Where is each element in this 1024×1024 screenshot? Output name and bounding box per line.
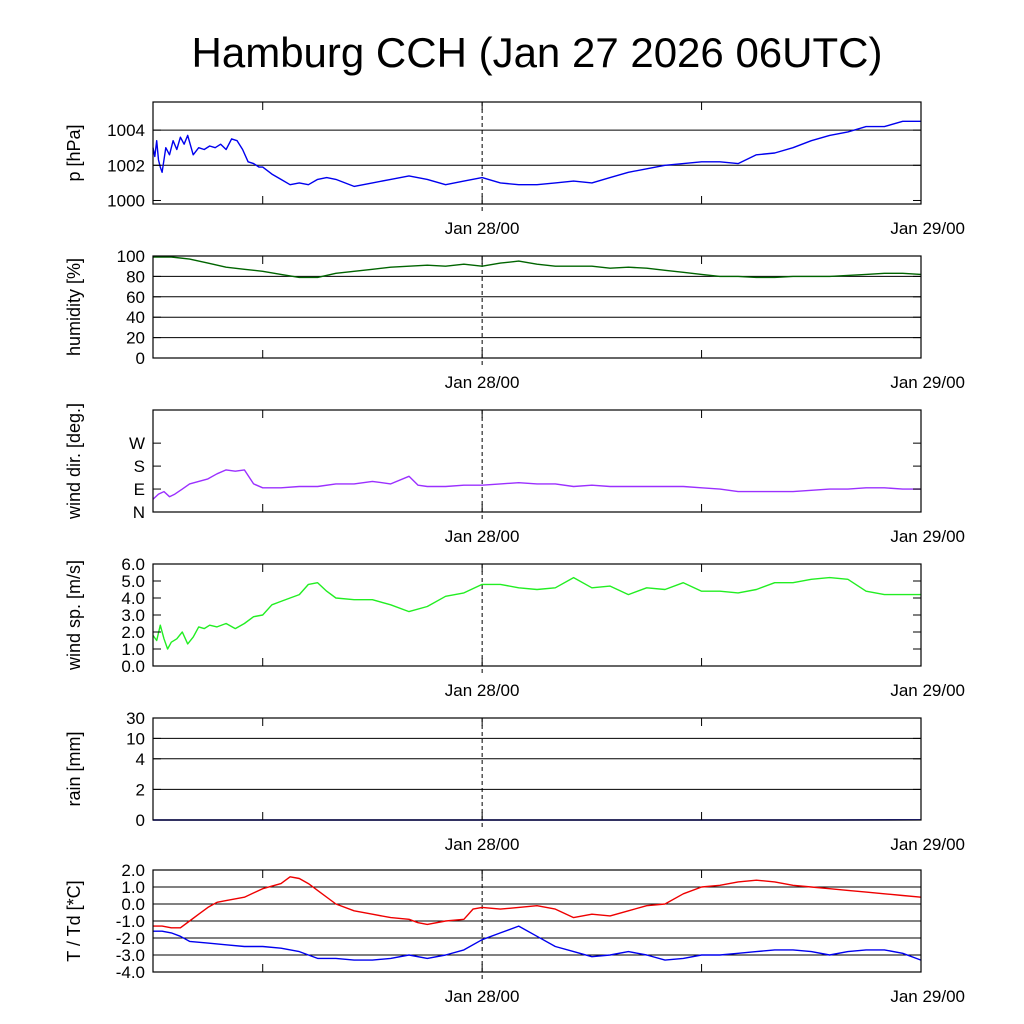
y-tick-label: 0	[136, 811, 145, 830]
x-tick-label: Jan 28/00	[445, 835, 520, 854]
y-tick-label: 1.0	[121, 640, 145, 659]
series-wind-speed	[152, 576, 921, 650]
y-axis-label: rain [mm]	[64, 731, 84, 806]
x-tick-label: Jan 29/00	[890, 835, 965, 854]
series-td	[153, 925, 922, 961]
series-pressure	[152, 120, 921, 188]
series-wind-direction	[152, 469, 921, 500]
y-tick-label: -1.0	[116, 912, 145, 931]
y-tick-label: 20	[126, 329, 145, 348]
y-tick-label: 40	[126, 308, 145, 327]
y-tick-label: 6.0	[121, 555, 145, 574]
plot-frame	[152, 717, 922, 821]
y-tick-label: E	[134, 480, 145, 499]
y-tick-label: -4.0	[116, 963, 145, 982]
y-tick-label: W	[129, 434, 145, 453]
x-tick-label: Jan 28/00	[445, 987, 520, 1006]
panel-pressure: 1000 1002 1004 Jan 28/00 Jan 29/00 p [hPa]	[64, 101, 965, 238]
y-tick-label: 2.0	[121, 623, 145, 642]
y-axis-label: wind sp. [m/s]	[64, 560, 84, 671]
y-tick-label: -2.0	[116, 929, 145, 948]
y-tick-label: 4	[136, 750, 145, 769]
x-tick-label: Jan 29/00	[890, 527, 965, 546]
panel-temperature: -4.0-3.0-2.0-1.00.01.02.0 Jan 28/00 Jan 29…	[64, 861, 965, 1006]
y-tick-label: 0.0	[121, 657, 145, 676]
panel-wind_speed: 0.01.02.03.04.05.06.0 Jan 28/00 Jan 29/00 w…	[64, 555, 965, 700]
y-tick-label: 0.0	[121, 895, 145, 914]
y-axis-label: p [hPa]	[64, 124, 84, 181]
y-tick-label: 5.0	[121, 572, 145, 591]
y-tick-label: 30	[126, 709, 145, 728]
y-tick-label: 60	[126, 288, 145, 307]
y-tick-label: 1002	[107, 156, 145, 175]
y-tick-label: -3.0	[116, 946, 145, 965]
chart-title: Hamburg CCH (Jan 27 2026 06UTC)	[192, 29, 883, 76]
y-tick-label: N	[133, 503, 145, 522]
y-axis-label: T / Td [*C]	[64, 880, 84, 961]
y-tick-label: 1004	[107, 121, 145, 140]
x-tick-label: Jan 28/00	[445, 681, 520, 700]
y-axis-label: humidity [%]	[64, 258, 84, 356]
x-tick-label: Jan 29/00	[890, 219, 965, 238]
y-tick-label: 2.0	[121, 861, 145, 880]
x-tick-label: Jan 29/00	[890, 681, 965, 700]
y-tick-label: 0	[136, 349, 145, 368]
y-tick-label: 80	[126, 267, 145, 286]
series-humidity	[153, 256, 922, 279]
plot-frame	[152, 409, 922, 513]
y-tick-label: 2	[136, 780, 145, 799]
series-t	[153, 876, 922, 929]
plot-frame	[152, 101, 922, 205]
plot-frame	[152, 255, 922, 359]
y-tick-label: S	[134, 457, 145, 476]
x-tick-label: Jan 29/00	[890, 373, 965, 392]
y-tick-label: 1.0	[121, 878, 145, 897]
y-axis-label: wind dir. [deg.]	[64, 403, 84, 520]
y-tick-label: 10	[126, 729, 145, 748]
plot-frame	[152, 563, 922, 667]
x-tick-label: Jan 28/00	[445, 219, 520, 238]
y-tick-label: 100	[117, 247, 145, 266]
y-tick-label: 4.0	[121, 589, 145, 608]
x-tick-label: Jan 29/00	[890, 987, 965, 1006]
y-tick-label: 3.0	[121, 606, 145, 625]
y-tick-label: 1000	[107, 191, 145, 210]
x-tick-label: Jan 28/00	[445, 527, 520, 546]
x-tick-label: Jan 28/00	[445, 373, 520, 392]
